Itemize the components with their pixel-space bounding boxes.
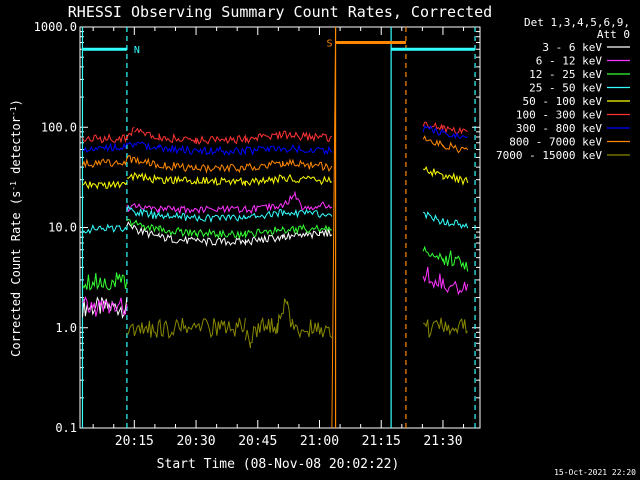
legend-label: 6 - 12 keV (536, 55, 603, 68)
series-line (422, 121, 468, 135)
series-line (82, 180, 128, 190)
legend-header: Det 1,3,4,5,6,9, (524, 16, 630, 29)
series-line (82, 223, 128, 235)
series-6-12keV (82, 191, 469, 317)
y-tick-label: 1000.0 (34, 20, 77, 34)
y-tick-label: 1.0 (55, 321, 77, 335)
series-line (126, 191, 333, 215)
series-line (82, 158, 128, 169)
x-tick-label: 21:15 (362, 434, 401, 449)
legend-label: 100 - 300 keV (516, 109, 602, 122)
series-7000-15000keV (126, 298, 469, 349)
series-line (422, 135, 469, 154)
series-line (126, 218, 332, 240)
series-25-50keV (82, 204, 469, 235)
series-line (423, 166, 469, 186)
series-800-7000keV (82, 28, 469, 429)
series-line (126, 171, 332, 186)
x-axis-label: Start Time (08-Nov-08 20:02:22) (157, 457, 400, 472)
legend-label: 300 - 800 keV (516, 122, 602, 135)
series-line (82, 126, 135, 144)
series-300-800keV (82, 124, 468, 156)
legend-label: 50 - 100 keV (523, 95, 603, 108)
x-tick-label: 20:45 (238, 434, 277, 449)
series-line (82, 296, 128, 320)
x-tick-label: 20:15 (115, 434, 154, 449)
series-line (423, 317, 469, 338)
render-timestamp: 15-Oct-2021 22:20 (554, 468, 636, 477)
series-line (126, 204, 333, 224)
series-line (422, 211, 469, 230)
series-100-300keV (82, 121, 468, 145)
legend-header: Att 0 (597, 28, 630, 41)
x-tick-label: 21:00 (300, 434, 339, 449)
plot-area: 0.1 1.0 10.0 100.0 1000.0 20:15 20:30 20:45 21:0… (34, 20, 481, 449)
y-axis-label: Corrected Count Rate (s-1 detector-1) (9, 99, 24, 357)
legend-label: 3 - 6 keV (542, 41, 602, 54)
series-line (422, 124, 468, 140)
series-line (133, 127, 333, 145)
series-line (82, 142, 128, 153)
legend-label: 7000 - 15000 keV (496, 149, 602, 162)
x-tick-label: 20:30 (176, 434, 215, 449)
series-line (126, 155, 333, 175)
legend-label: 12 - 25 keV (529, 68, 602, 81)
legend-label: 25 - 50 keV (529, 82, 602, 95)
series-line (82, 295, 128, 317)
series-50-100keV (82, 166, 469, 190)
series-line (244, 298, 333, 349)
legend-label: 800 - 7000 keV (509, 136, 602, 149)
x-tick-label: 21:30 (423, 434, 462, 449)
series-line (82, 272, 128, 291)
y-tick-label: 10.0 (48, 221, 77, 235)
series-12-25keV (82, 218, 469, 291)
series-line (422, 245, 469, 272)
y-tick-label: 100.0 (41, 120, 77, 134)
flag-label: N (134, 45, 140, 56)
flag-label: S (327, 39, 333, 50)
y-tick-label: 0.1 (55, 421, 77, 435)
series-line (331, 28, 337, 429)
series-line (126, 141, 333, 156)
chart-title: RHESSI Observing Summary Count Rates, Co… (68, 3, 492, 21)
series-line (422, 266, 469, 296)
series-line (126, 317, 246, 339)
